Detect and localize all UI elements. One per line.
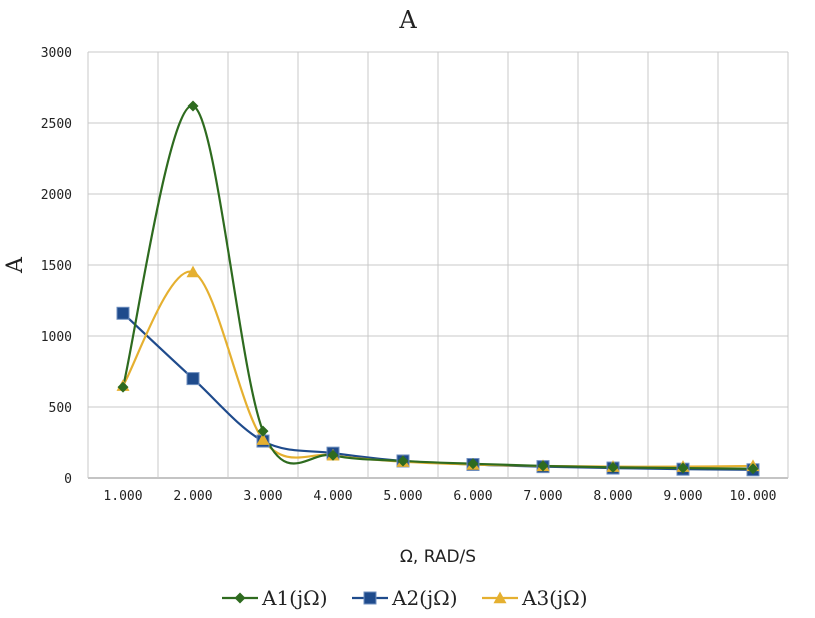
data-point-series-1 [397,455,409,467]
y-tick-label: 3000 [41,46,72,61]
x-tick-label: 2.000 [173,489,212,504]
data-point-series-1 [257,425,269,437]
data-point-series-1 [747,463,759,475]
chart-title: A [398,6,417,34]
data-point-series-3 [186,265,200,278]
data-point-series-1 [187,100,199,112]
legend-label-3: A3(jΩ) [521,586,588,610]
data-point-series-1 [467,458,479,470]
legend-label-1: A1(jΩ) [261,586,328,610]
x-tick-label: 4.000 [313,489,352,504]
legend-marker-2 [363,591,377,605]
series [116,100,760,477]
y-tick-label: 1500 [41,259,72,274]
y-tick-label: 2000 [41,188,72,203]
data-point-series-1 [327,449,339,461]
x-tick-labels: 1.000 2.000 3.000 4.000 5.000 6.000 7.000 8.000… [103,489,776,504]
data-point-series-3 [256,433,270,445]
y-tick-label: 500 [49,401,72,416]
x-tick-label: 10.000 [730,489,777,504]
x-axis-label: Ω, RAD/S [400,547,476,567]
data-point-series-1 [537,460,549,472]
x-tick-label: 3.000 [243,489,282,504]
y-tick-labels: 0 500 1000 1500 2000 2500 3000 [41,46,72,487]
x-tick-label: 5.000 [383,489,422,504]
data-point-series-1 [117,381,129,393]
y-tick-label: 2500 [41,117,72,132]
legend-marker-1 [234,592,246,604]
y-axis-label: A [3,256,28,274]
y-tick-label: 1000 [41,330,72,345]
data-point-series-1 [677,462,689,474]
x-tick-label: 6.000 [453,489,492,504]
x-tick-label: 8.000 [593,489,632,504]
legend: A1(jΩ) A2(jΩ) A3(jΩ) [222,586,588,610]
x-tick-label: 9.000 [663,489,702,504]
x-tick-label: 1.000 [103,489,142,504]
data-point-series-2 [116,306,130,320]
data-point-series-1 [607,461,619,473]
legend-marker-3 [493,591,507,604]
data-point-series-2 [186,372,200,386]
legend-label-2: A2(jΩ) [391,586,458,610]
x-tick-label: 7.000 [523,489,562,504]
grid [87,51,789,479]
y-tick-label: 0 [64,472,72,487]
